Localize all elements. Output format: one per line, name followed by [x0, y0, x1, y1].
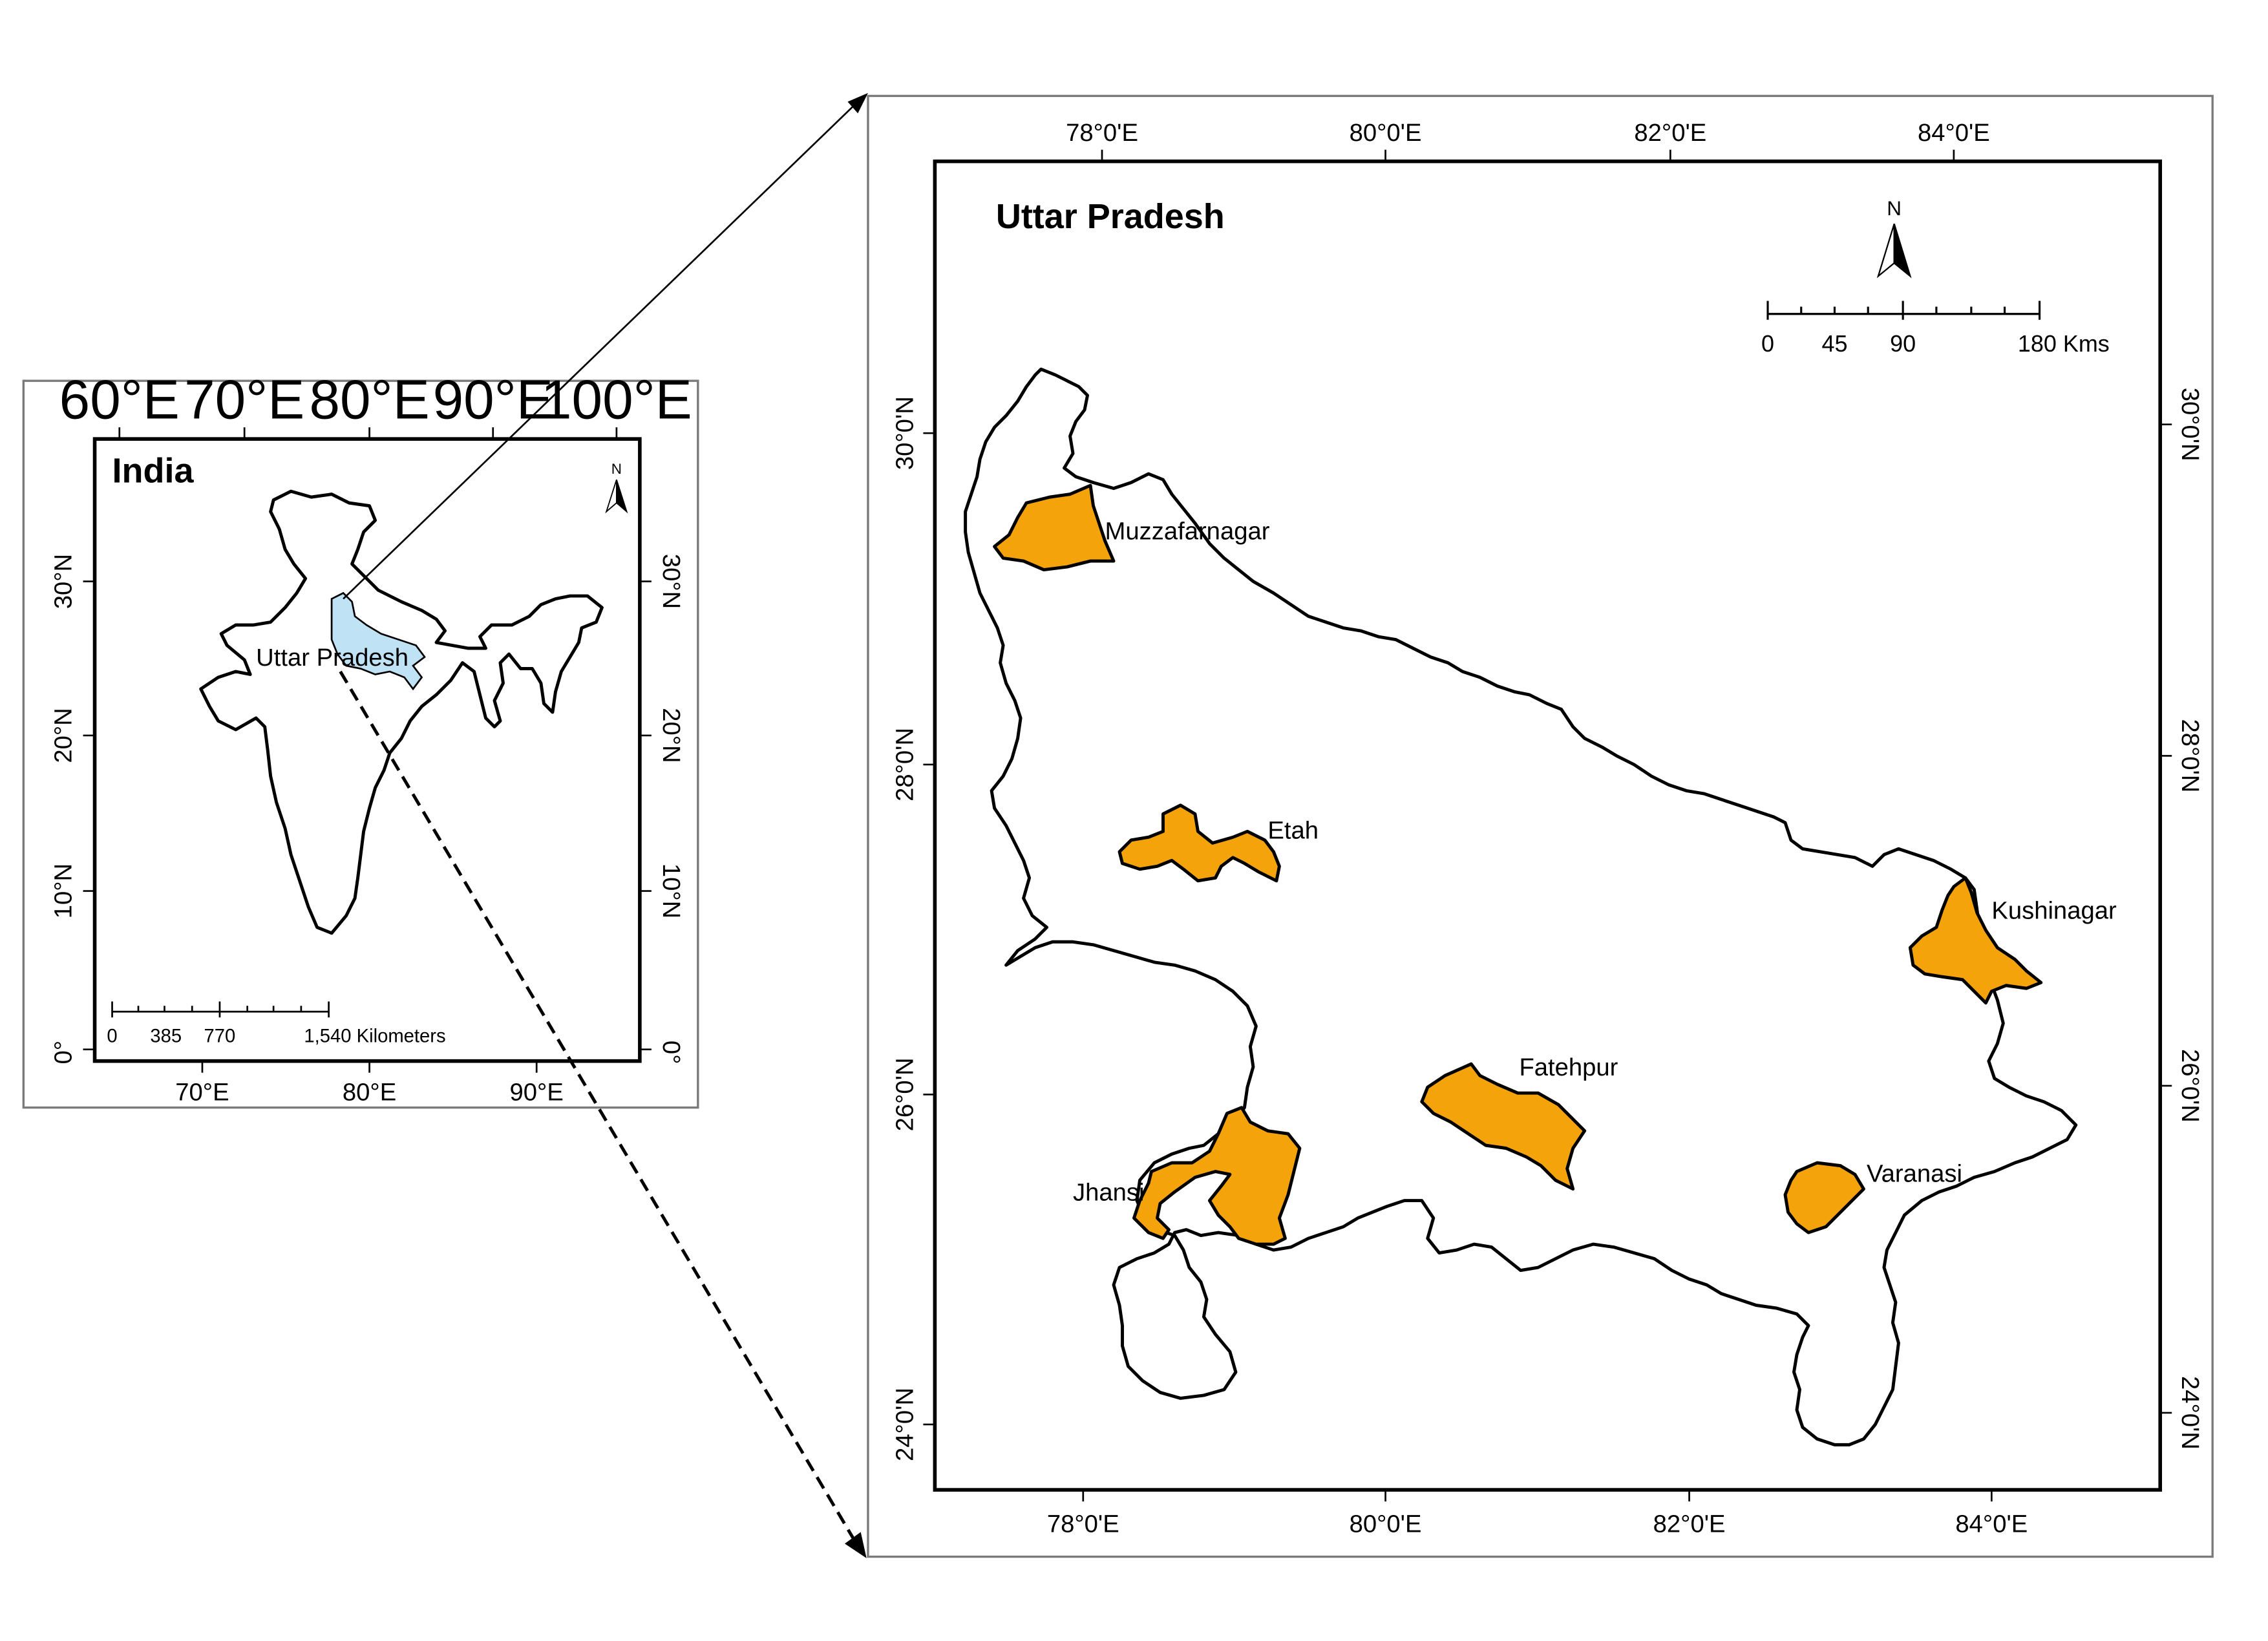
district-etah: [1118, 803, 1281, 883]
district-jhansi: [1132, 1106, 1302, 1246]
district-kushinagar: [1908, 876, 2043, 1005]
india-scale-bar: [111, 1001, 330, 1018]
india-left-tick-label: 0°: [50, 1041, 78, 1064]
india-top-tick-label: 70°E: [184, 370, 304, 431]
india-inset-frame: [22, 379, 699, 1109]
india-bottom-tick-label: 80°E: [343, 1078, 396, 1106]
up-left-tick-label: 28°0'N: [891, 728, 919, 801]
connector-line-bottom: [339, 670, 858, 1545]
india-left-tick-label: 20°N: [50, 708, 78, 763]
up-bottom-ticks: 78°0'E 80°0'E 82°0'E 84°0'E: [1047, 1490, 2028, 1538]
label-kushinagar: Kushinagar: [1991, 896, 2117, 924]
up-scale-bar: [1766, 301, 2041, 320]
up-left-tick-label: 26°0'N: [891, 1057, 919, 1131]
district-fatehpur: [1420, 1062, 1587, 1191]
india-bottom-ticks: 70°E 80°E 90°E: [175, 1061, 564, 1106]
up-bottom-tick-label: 82°0'E: [1653, 1510, 1726, 1538]
up-scale-label: 180 Kms: [2018, 330, 2110, 357]
india-outline: [199, 489, 604, 935]
india-top-tick-label: 90°E: [433, 370, 553, 431]
label-varanasi: Varanasi: [1867, 1159, 1962, 1187]
india-up-highlight: [330, 591, 426, 691]
district-muzzafarnagar: [993, 483, 1116, 572]
svg-text:N: N: [1887, 197, 1902, 220]
india-right-ticks: 30°N 20°N 10°N 0°: [639, 554, 685, 1064]
india-bottom-tick-label: 90°E: [510, 1078, 564, 1106]
up-left-ticks: 30°0'N 28°0'N 26°0'N 24°0'N: [891, 396, 935, 1461]
india-top-tick-label: 60°E: [59, 370, 180, 431]
up-map-frame: [867, 94, 2214, 1558]
india-scale-label: 385: [150, 1026, 182, 1046]
india-scale-label: 1,540 Kilometers: [304, 1026, 445, 1046]
label-etah: Etah: [1267, 817, 1319, 845]
up-bottom-tick-label: 78°0'E: [1047, 1510, 1119, 1538]
connector-arrowhead-bottom: [844, 1532, 867, 1558]
india-top-ticks: 60°E 70°E 80°E 90°E 100°E: [59, 370, 692, 439]
india-north-arrow: N: [605, 461, 628, 514]
label-jhansi: Jhansi: [1073, 1179, 1144, 1207]
up-right-tick-label: 30°0'N: [2176, 388, 2204, 461]
up-right-ticks: 30°0'N 28°0'N 26°0'N 24°0'N: [2160, 388, 2204, 1450]
up-bottom-tick-label: 84°0'E: [1955, 1510, 2028, 1538]
up-top-ticks: 78°0'E 80°0'E 82°0'E 84°0'E: [1066, 119, 1990, 162]
india-left-tick-label: 10°N: [50, 863, 78, 918]
india-left-tick-label: 30°N: [50, 554, 78, 609]
india-scale-label: 0: [107, 1026, 117, 1046]
up-scale-label: 45: [1821, 330, 1847, 357]
india-right-tick-label: 10°N: [657, 863, 685, 918]
india-left-ticks: 30°N 20°N 10°N 0°: [50, 554, 95, 1064]
up-top-tick-label: 80°0'E: [1350, 119, 1422, 147]
india-map-neatline: [92, 437, 642, 1063]
up-state-outline: [964, 367, 2078, 1446]
connector-line-top: [343, 101, 859, 600]
connector-arrows: [339, 92, 868, 1558]
india-top-tick-label: 100°E: [541, 370, 692, 431]
india-right-tick-label: 0°: [657, 1041, 685, 1064]
india-right-tick-label: 20°N: [657, 708, 685, 763]
india-up-label: Uttar Pradesh: [256, 644, 408, 672]
svg-text:N: N: [611, 461, 622, 477]
up-right-tick-label: 28°0'N: [2176, 719, 2204, 792]
up-map-title: Uttar Pradesh: [996, 197, 1225, 236]
up-top-tick-label: 84°0'E: [1918, 119, 1990, 147]
up-north-arrow: N: [1876, 197, 1912, 279]
up-top-tick-label: 82°0'E: [1634, 119, 1706, 147]
district-varanasi: [1783, 1161, 1865, 1234]
up-scale-label: 90: [1890, 330, 1916, 357]
up-right-tick-label: 24°0'N: [2176, 1376, 2204, 1450]
up-scale-label: 0: [1761, 330, 1774, 357]
india-right-tick-label: 30°N: [657, 554, 685, 609]
connector-arrowhead-top: [847, 92, 868, 114]
up-left-tick-label: 30°0'N: [891, 396, 919, 470]
up-districts: [993, 483, 2043, 1246]
india-scale-label: 770: [204, 1026, 236, 1046]
label-fatehpur: Fatehpur: [1519, 1053, 1618, 1081]
india-top-tick-label: 80°E: [309, 370, 429, 431]
up-bottom-tick-label: 80°0'E: [1350, 1510, 1422, 1538]
up-right-tick-label: 26°0'N: [2176, 1049, 2204, 1123]
india-bottom-tick-label: 70°E: [175, 1078, 229, 1106]
up-top-tick-label: 78°0'E: [1066, 119, 1138, 147]
up-map-neatline: [933, 159, 2163, 1492]
india-map-title: India: [112, 452, 195, 491]
up-left-tick-label: 24°0'N: [891, 1388, 919, 1461]
label-muzzafarnagar: Muzzafarnagar: [1105, 517, 1270, 545]
